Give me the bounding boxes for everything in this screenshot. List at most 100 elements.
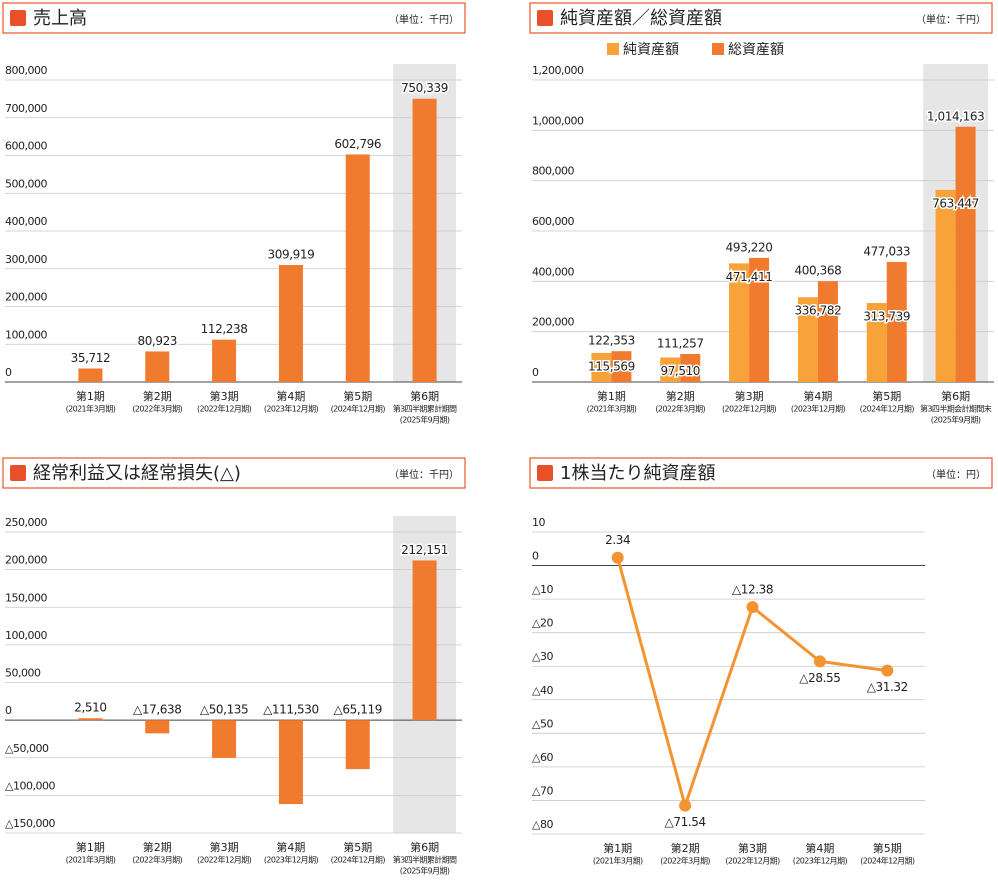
x-tick-note: (2021年3月期) bbox=[587, 404, 637, 414]
value-label: 602,796 bbox=[334, 137, 381, 151]
x-tick-label: 第5期 bbox=[343, 389, 372, 403]
value-label: 471,411 bbox=[726, 270, 773, 284]
value-label: 111,257 bbox=[657, 337, 704, 351]
value-label: 115,569 bbox=[588, 359, 635, 373]
x-tick-note: (2025年9月期) bbox=[400, 866, 450, 876]
value-label: △111,530 bbox=[263, 703, 319, 717]
value-label: △17,638 bbox=[133, 703, 181, 717]
bar bbox=[212, 720, 237, 758]
x-tick-label: 第2期 bbox=[666, 389, 695, 403]
y-tick-label: 100,000 bbox=[5, 629, 47, 642]
x-tick-label: 第1期 bbox=[603, 841, 632, 855]
y-tick-label: 800,000 bbox=[5, 64, 47, 77]
value-label: 336,782 bbox=[795, 304, 842, 318]
value-label: △31.32 bbox=[867, 680, 908, 694]
bar bbox=[866, 303, 887, 382]
x-tick-note: (2022年3月期) bbox=[132, 404, 182, 414]
chart-title: 経常利益又は経常損失(△) bbox=[33, 463, 241, 484]
value-label: 313,739 bbox=[863, 310, 910, 324]
x-tick-label: 第5期 bbox=[343, 840, 372, 854]
chart-title: 1株当たり純資産額 bbox=[560, 463, 715, 484]
x-tick-note: (2024年12月期) bbox=[860, 856, 915, 866]
header-box bbox=[2, 2, 466, 34]
y-tick-label: 1,000,000 bbox=[532, 114, 584, 127]
x-tick-note: (2021年3月期) bbox=[593, 856, 643, 866]
point bbox=[679, 799, 692, 812]
x-tick-label: 第4期 bbox=[276, 840, 305, 854]
value-label: 763,447 bbox=[932, 196, 979, 210]
bar bbox=[278, 720, 303, 805]
x-tick-label: 第2期 bbox=[143, 840, 172, 854]
bar bbox=[680, 354, 701, 382]
value-label: 400,368 bbox=[795, 264, 842, 278]
value-label: 2,510 bbox=[74, 701, 106, 715]
x-tick-label: 第3期 bbox=[738, 841, 767, 855]
x-tick-label: 第6期 bbox=[410, 840, 439, 854]
y-tick-label: 10 bbox=[532, 516, 545, 529]
unit-label: （単位：千円） bbox=[389, 468, 459, 481]
chart-title: 売上高 bbox=[33, 8, 87, 29]
x-tick-label: 第2期 bbox=[143, 389, 172, 403]
x-tick-note: (2023年12月期) bbox=[791, 404, 846, 414]
value-label: 309,919 bbox=[268, 248, 315, 262]
value-label: 80,923 bbox=[137, 334, 177, 348]
value-label: 112,238 bbox=[201, 322, 248, 336]
x-tick-label: 第3期 bbox=[210, 389, 239, 403]
x-tick-note: (2022年12月期) bbox=[722, 404, 777, 414]
y-tick-label: 300,000 bbox=[5, 253, 47, 266]
y-tick-label: 500,000 bbox=[5, 177, 47, 190]
x-tick-label: 第2期 bbox=[671, 841, 700, 855]
value-label: △50,135 bbox=[200, 703, 248, 717]
legend-swatch bbox=[607, 43, 619, 55]
bar bbox=[345, 154, 370, 382]
y-tick-label: △10 bbox=[532, 583, 553, 596]
value-label: 477,033 bbox=[863, 244, 910, 258]
x-tick-label: 第5期 bbox=[873, 841, 902, 855]
x-tick-label: 第3期 bbox=[210, 840, 239, 854]
x-tick-label: 第1期 bbox=[76, 840, 105, 854]
x-tick-label: 第1期 bbox=[76, 389, 105, 403]
header-box bbox=[2, 457, 466, 489]
value-label: 493,220 bbox=[726, 240, 773, 254]
x-tick-note: (2025年9月期) bbox=[931, 415, 981, 425]
header-box bbox=[529, 2, 993, 34]
y-tick-label: 200,000 bbox=[532, 316, 574, 329]
x-tick-note: 第3四半期会計期間末 bbox=[920, 404, 992, 414]
y-tick-label: 250,000 bbox=[5, 516, 47, 529]
x-tick-note: (2023年12月期) bbox=[264, 404, 319, 414]
header-icon bbox=[10, 465, 26, 481]
bar bbox=[345, 720, 370, 770]
point bbox=[881, 664, 894, 677]
header-icon bbox=[10, 10, 26, 26]
bar bbox=[886, 261, 907, 382]
x-tick-note: (2023年12月期) bbox=[264, 855, 319, 865]
y-tick-label: 800,000 bbox=[532, 165, 574, 178]
bar bbox=[78, 368, 103, 382]
bar bbox=[212, 339, 237, 382]
header-icon bbox=[537, 10, 553, 26]
unit-label: （単位：千円） bbox=[916, 13, 986, 26]
legend-swatch bbox=[712, 43, 724, 55]
bar bbox=[660, 357, 681, 382]
value-label: △28.55 bbox=[799, 671, 840, 685]
chart-title: 純資産額／総資産額 bbox=[560, 8, 722, 29]
bar bbox=[412, 98, 437, 383]
y-tick-label: 0 bbox=[5, 366, 12, 379]
y-tick-label: 200,000 bbox=[5, 554, 47, 567]
y-tick-label: △50 bbox=[532, 717, 553, 730]
x-tick-label: 第4期 bbox=[805, 841, 834, 855]
bar bbox=[145, 351, 170, 382]
x-tick-label: 第6期 bbox=[410, 389, 439, 403]
y-tick-label: 700,000 bbox=[5, 102, 47, 115]
bar bbox=[749, 257, 770, 382]
value-label: 212,151 bbox=[401, 543, 448, 557]
y-tick-label: 0 bbox=[532, 366, 539, 379]
y-tick-label: 150,000 bbox=[5, 591, 47, 604]
x-tick-note: (2023年12月期) bbox=[793, 856, 848, 866]
y-tick-label: 600,000 bbox=[532, 215, 574, 228]
bar bbox=[797, 297, 818, 382]
legend-label: 純資産額 bbox=[623, 42, 679, 58]
y-tick-label: 400,000 bbox=[5, 215, 47, 228]
x-tick-label: 第6期 bbox=[941, 389, 970, 403]
